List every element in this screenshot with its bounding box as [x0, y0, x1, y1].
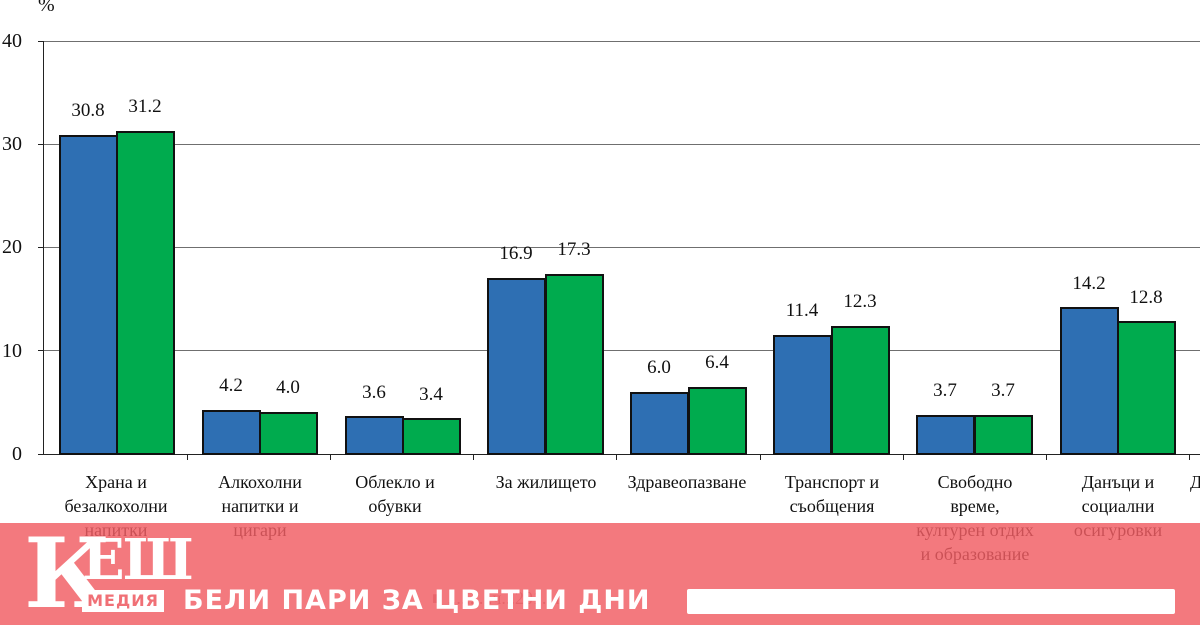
y-tick — [38, 144, 44, 145]
gridline-40 — [43, 41, 1200, 42]
x-tick — [473, 454, 474, 460]
value-label: 3.4 — [419, 384, 443, 405]
value-label: 4.2 — [219, 375, 243, 396]
bar-series1-housing — [487, 278, 546, 455]
bar-series2-housing — [545, 274, 604, 455]
y-tick-label-30: 30 — [2, 133, 22, 155]
x-axis — [43, 454, 1200, 455]
y-tick-label-20: 20 — [2, 236, 22, 258]
bar-series1-food — [59, 135, 118, 455]
value-label: 6.0 — [647, 357, 671, 378]
bar-series1-taxes — [1060, 307, 1119, 455]
brand-logo[interactable]: К ЕШ МЕДИЯ — [18, 526, 194, 622]
value-label: 14.2 — [1072, 273, 1106, 294]
value-label: 6.4 — [705, 352, 729, 373]
bar-series1-clothing — [345, 416, 404, 455]
bar-series2-leisure — [974, 415, 1033, 455]
bar-series1-leisure — [916, 415, 975, 455]
value-label: 17.3 — [557, 239, 591, 260]
category-label-housing: За жилището — [495, 472, 597, 492]
y-tick-label-0: 0 — [12, 443, 22, 465]
gridline-10 — [43, 350, 1200, 351]
x-tick — [1189, 454, 1190, 460]
y-axis-unit-label: % — [38, 0, 55, 16]
y-tick-label-10: 10 — [2, 340, 22, 362]
gridline-20 — [43, 247, 1200, 248]
bar-series2-taxes — [1117, 321, 1176, 455]
x-tick — [616, 454, 617, 460]
bar-series2-clothing — [402, 418, 461, 455]
value-label: 12.8 — [1129, 287, 1163, 308]
y-axis — [43, 41, 44, 455]
gridline-30 — [43, 144, 1200, 145]
value-label: 11.4 — [785, 300, 819, 321]
brand-slogan: БЕЛИ ПАРИ ЗА ЦВЕТНИ ДНИ — [183, 585, 651, 616]
category-label-cutoff: Д — [1190, 472, 1200, 492]
y-tick — [38, 454, 44, 455]
x-tick — [903, 454, 904, 460]
y-tick — [38, 41, 44, 42]
y-tick-label-40: 40 — [2, 30, 22, 52]
x-tick — [760, 454, 761, 460]
y-tick — [38, 247, 44, 248]
value-label: 30.8 — [71, 100, 105, 121]
logo-media-tag: МЕДИЯ — [82, 590, 164, 612]
logo-letters: ЕШ — [82, 527, 194, 593]
category-label-health: Здравеопазване — [627, 472, 747, 492]
bar-series1-alcohol — [202, 410, 261, 455]
x-tick — [187, 454, 188, 460]
bar-series1-health — [630, 392, 689, 455]
bar-series1-transport — [773, 335, 832, 455]
bar-series2-food — [116, 131, 175, 455]
y-tick — [38, 350, 44, 351]
bar-series2-transport — [831, 326, 890, 455]
category-label-clothing: Облекло и обувки — [355, 472, 435, 516]
x-tick — [330, 454, 331, 460]
value-label: 4.0 — [276, 377, 300, 398]
value-label: 3.6 — [362, 382, 386, 403]
value-label: 31.2 — [128, 96, 162, 117]
x-tick — [1046, 454, 1047, 460]
value-label: 3.7 — [991, 380, 1015, 401]
bar-series2-alcohol — [259, 412, 318, 455]
bar-series2-health — [688, 387, 747, 455]
value-label: 16.9 — [499, 243, 533, 264]
banner-white-bar — [687, 589, 1175, 614]
category-label-transport: Транспорт и съобщения — [784, 472, 880, 516]
value-label: 3.7 — [933, 380, 957, 401]
value-label: 12.3 — [843, 291, 877, 312]
